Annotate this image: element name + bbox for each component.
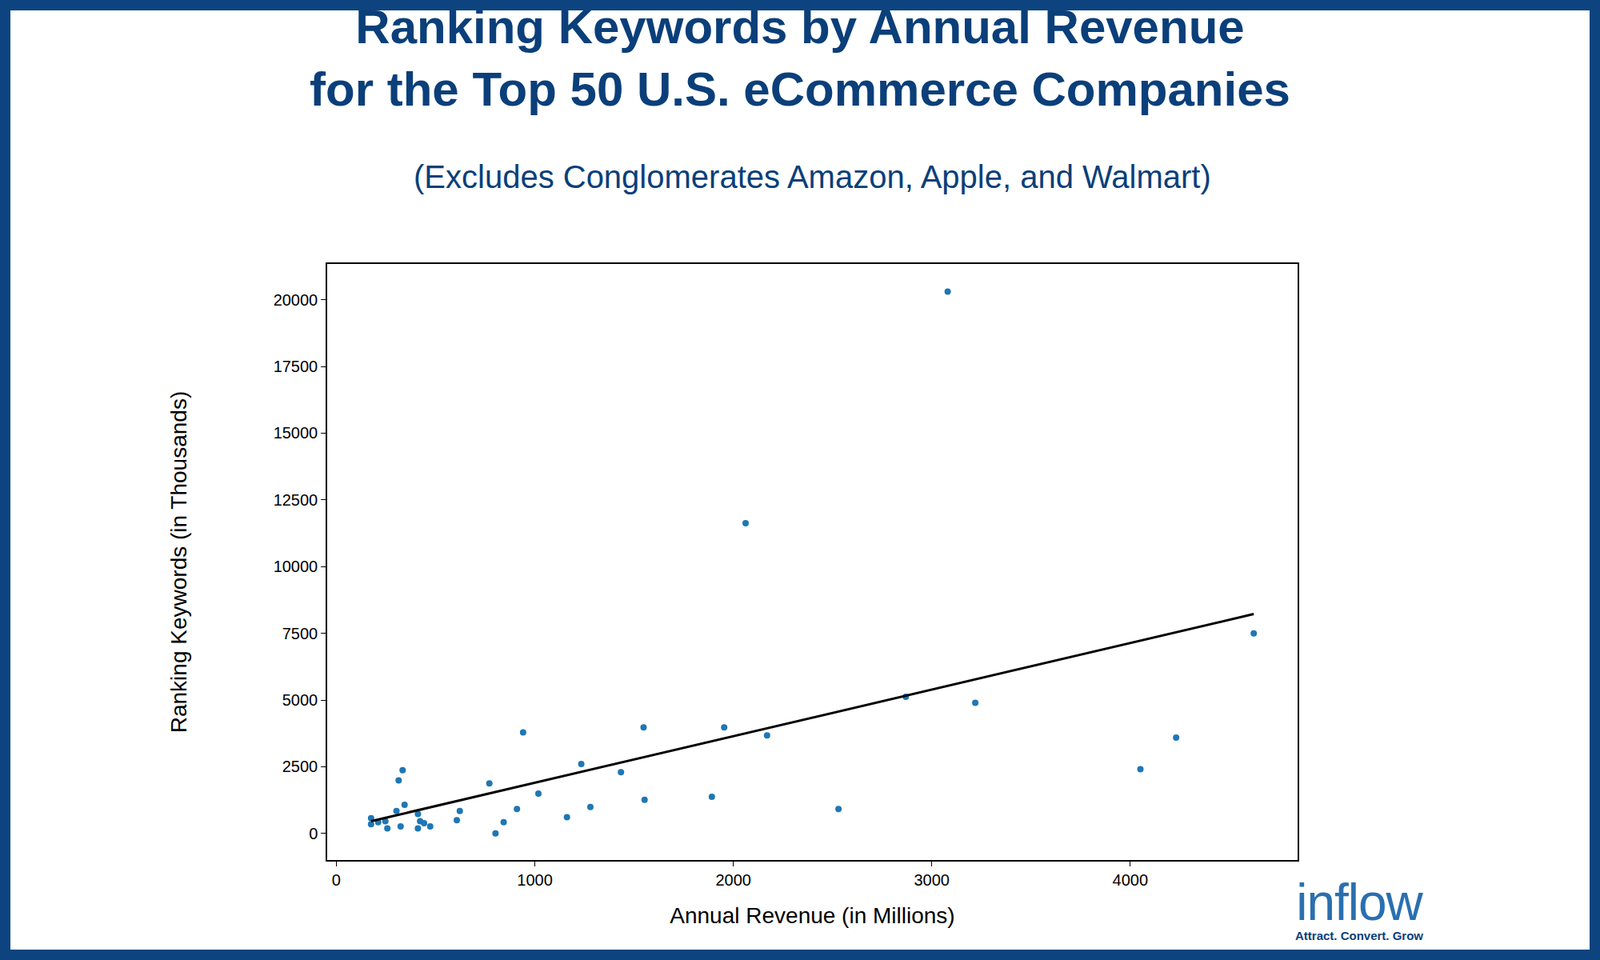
svg-text:10000: 10000 [273,557,319,576]
svg-text:0: 0 [332,871,341,889]
svg-text:(Excludes Conglomerates Amazon: (Excludes Conglomerates Amazon, Apple, a… [413,159,1212,195]
svg-text:20000: 20000 [273,291,319,309]
svg-text:7500: 7500 [282,624,319,643]
svg-text:2500: 2500 [282,757,319,776]
html-text:inflow: inflow [1296,873,1423,932]
svg-text:Ranking Keywords by Annual Rev: Ranking Keywords by Annual Revenuefor th… [309,0,1291,116]
svg-text:Ranking Keywords (in Thousands: Ranking Keywords (in Thousands) [166,391,192,733]
svg-text:0: 0 [308,824,318,843]
svg-text:3000: 3000 [913,871,950,889]
svg-text:5000: 5000 [282,691,319,709]
svg-text:2000: 2000 [715,871,752,889]
svg-text:4000: 4000 [1112,871,1149,889]
svg-text:Annual Revenue (in Millions): Annual Revenue (in Millions) [669,903,955,928]
svg-text:12500: 12500 [273,491,319,509]
html-text:Attract. Convert. Grow: Attract. Convert. Grow [1295,928,1424,943]
svg-text:17500: 17500 [273,357,319,376]
svg-text:15000: 15000 [273,424,319,442]
svg-text:1000: 1000 [516,871,553,889]
